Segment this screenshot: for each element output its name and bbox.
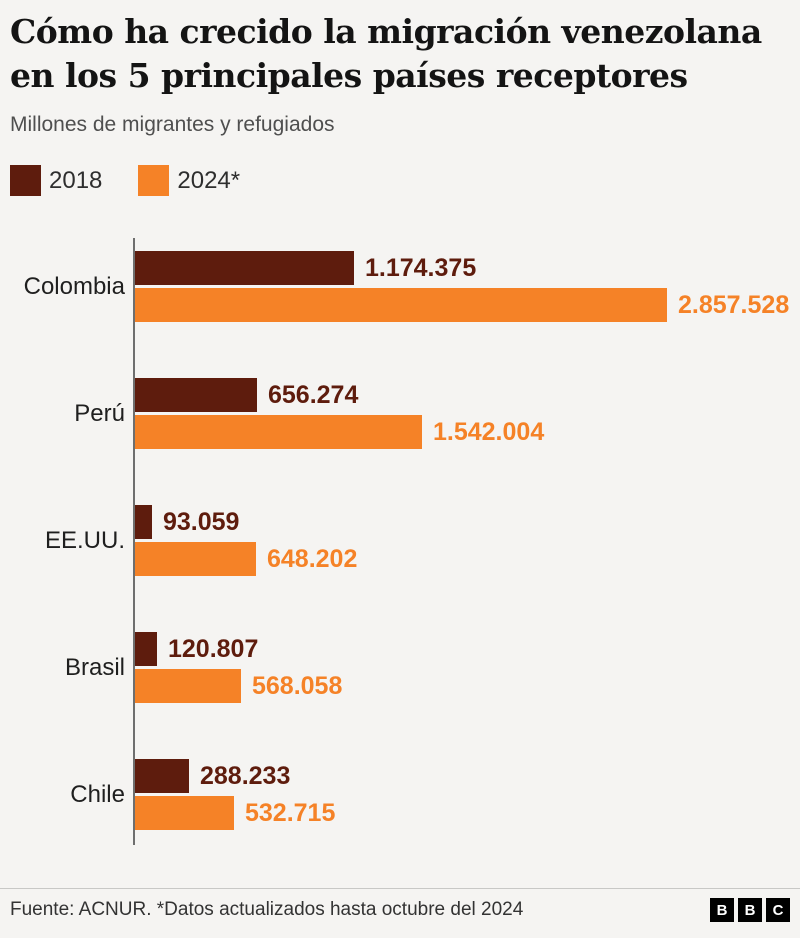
bar-2024-colombia [135,288,667,323]
bbc-logo-block-1: B [710,898,734,922]
chart-page: Cómo ha crecido la migración venezolana … [10,10,790,846]
bar-value-2024-ee-uu: 648.202 [267,544,358,573]
bar-2018-chile [135,759,189,794]
legend-swatch-2024 [138,165,170,197]
source-note: Fuente: ACNUR. *Datos actualizados hasta… [10,899,524,920]
bar-row-ee-uu-2018: 93.059 [135,505,790,540]
bar-row-colombia-2024: 2.857.528 [135,288,790,323]
bar-row-brasil-2024: 568.058 [135,669,790,704]
category-label-colombia: Colombia [23,272,125,300]
legend-swatch-2018 [10,165,41,197]
category-label-brasil: Brasil [64,653,125,681]
bar-2024-brasil [135,669,241,704]
bar-row-chile-2018: 288.233 [135,759,790,794]
bar-value-2024-per: 1.542.004 [433,417,545,446]
bar-row-per-2018: 656.274 [135,378,790,413]
legend-item-2018: 2018 [10,165,103,197]
bar-value-2018-chile: 288.233 [200,761,291,790]
bar-row-ee-uu-2024: 648.202 [135,542,790,577]
page-title: Cómo ha crecido la migración venezolana … [10,10,790,97]
bar-value-2018-colombia: 1.174.375 [365,253,477,282]
title-line-1: Cómo ha crecido la migración venezolana [10,12,762,51]
bar-row-colombia-2018: 1.174.375 [135,251,790,286]
bar-group-per: Perú 656.274 1.542.004 [74,378,790,450]
title-line-2: en los 5 principales países receptores [10,55,688,95]
bar-row-chile-2024: 532.715 [135,796,790,831]
y-axis-line [133,238,135,846]
category-label-per: Perú [74,399,125,427]
bar-group-ee-uu: EE.UU. 93.059 648.202 [45,505,790,577]
bar-value-2024-chile: 532.715 [245,798,336,827]
bar-2024-per [135,415,422,450]
category-label-chile: Chile [70,780,125,808]
bar-2018-per [135,378,257,413]
bar-group-brasil: Brasil 120.807 568.058 [65,632,790,704]
bar-value-2018-per: 656.274 [268,380,359,409]
legend-item-2024: 2024* [138,165,241,197]
bar-value-2018-ee-uu: 93.059 [163,507,240,536]
chart-subtitle: Millones de migrantes y refugiados [10,113,335,137]
bar-value-2018-brasil: 120.807 [168,634,259,663]
bar-2018-colombia [135,251,354,286]
category-label-ee-uu: EE.UU. [44,526,125,554]
bbc-logo-block-3: C [766,898,790,922]
bar-group-colombia: Colombia 1.174.375 2.857.528 [24,251,790,323]
bar-2024-chile [135,796,234,831]
bar-2024-ee-uu [135,542,256,577]
bar-2018-ee-uu [135,505,152,540]
bar-row-per-2024: 1.542.004 [135,415,790,450]
bbc-logo-block-2: B [738,898,762,922]
bar-value-2024-colombia: 2.857.528 [678,290,790,319]
legend-label-2018: 2018 [49,166,103,194]
chart-legend: 2018 2024* [10,165,790,197]
legend-label-2024: 2024* [177,166,241,194]
bar-chart: Colombia 1.174.375 2.857.528 Perú 656.274 1.5… [10,238,790,846]
bar-group-chile: Chile 288.233 532.715 [70,759,790,831]
bar-groups: Colombia 1.174.375 2.857.528 Perú 656.274 1.5… [24,238,790,845]
footer: Fuente: ACNUR. *Datos actualizados hasta… [0,888,800,922]
bar-value-2024-brasil: 568.058 [252,671,343,700]
bar-2018-brasil [135,632,157,667]
bar-row-brasil-2018: 120.807 [135,632,790,667]
